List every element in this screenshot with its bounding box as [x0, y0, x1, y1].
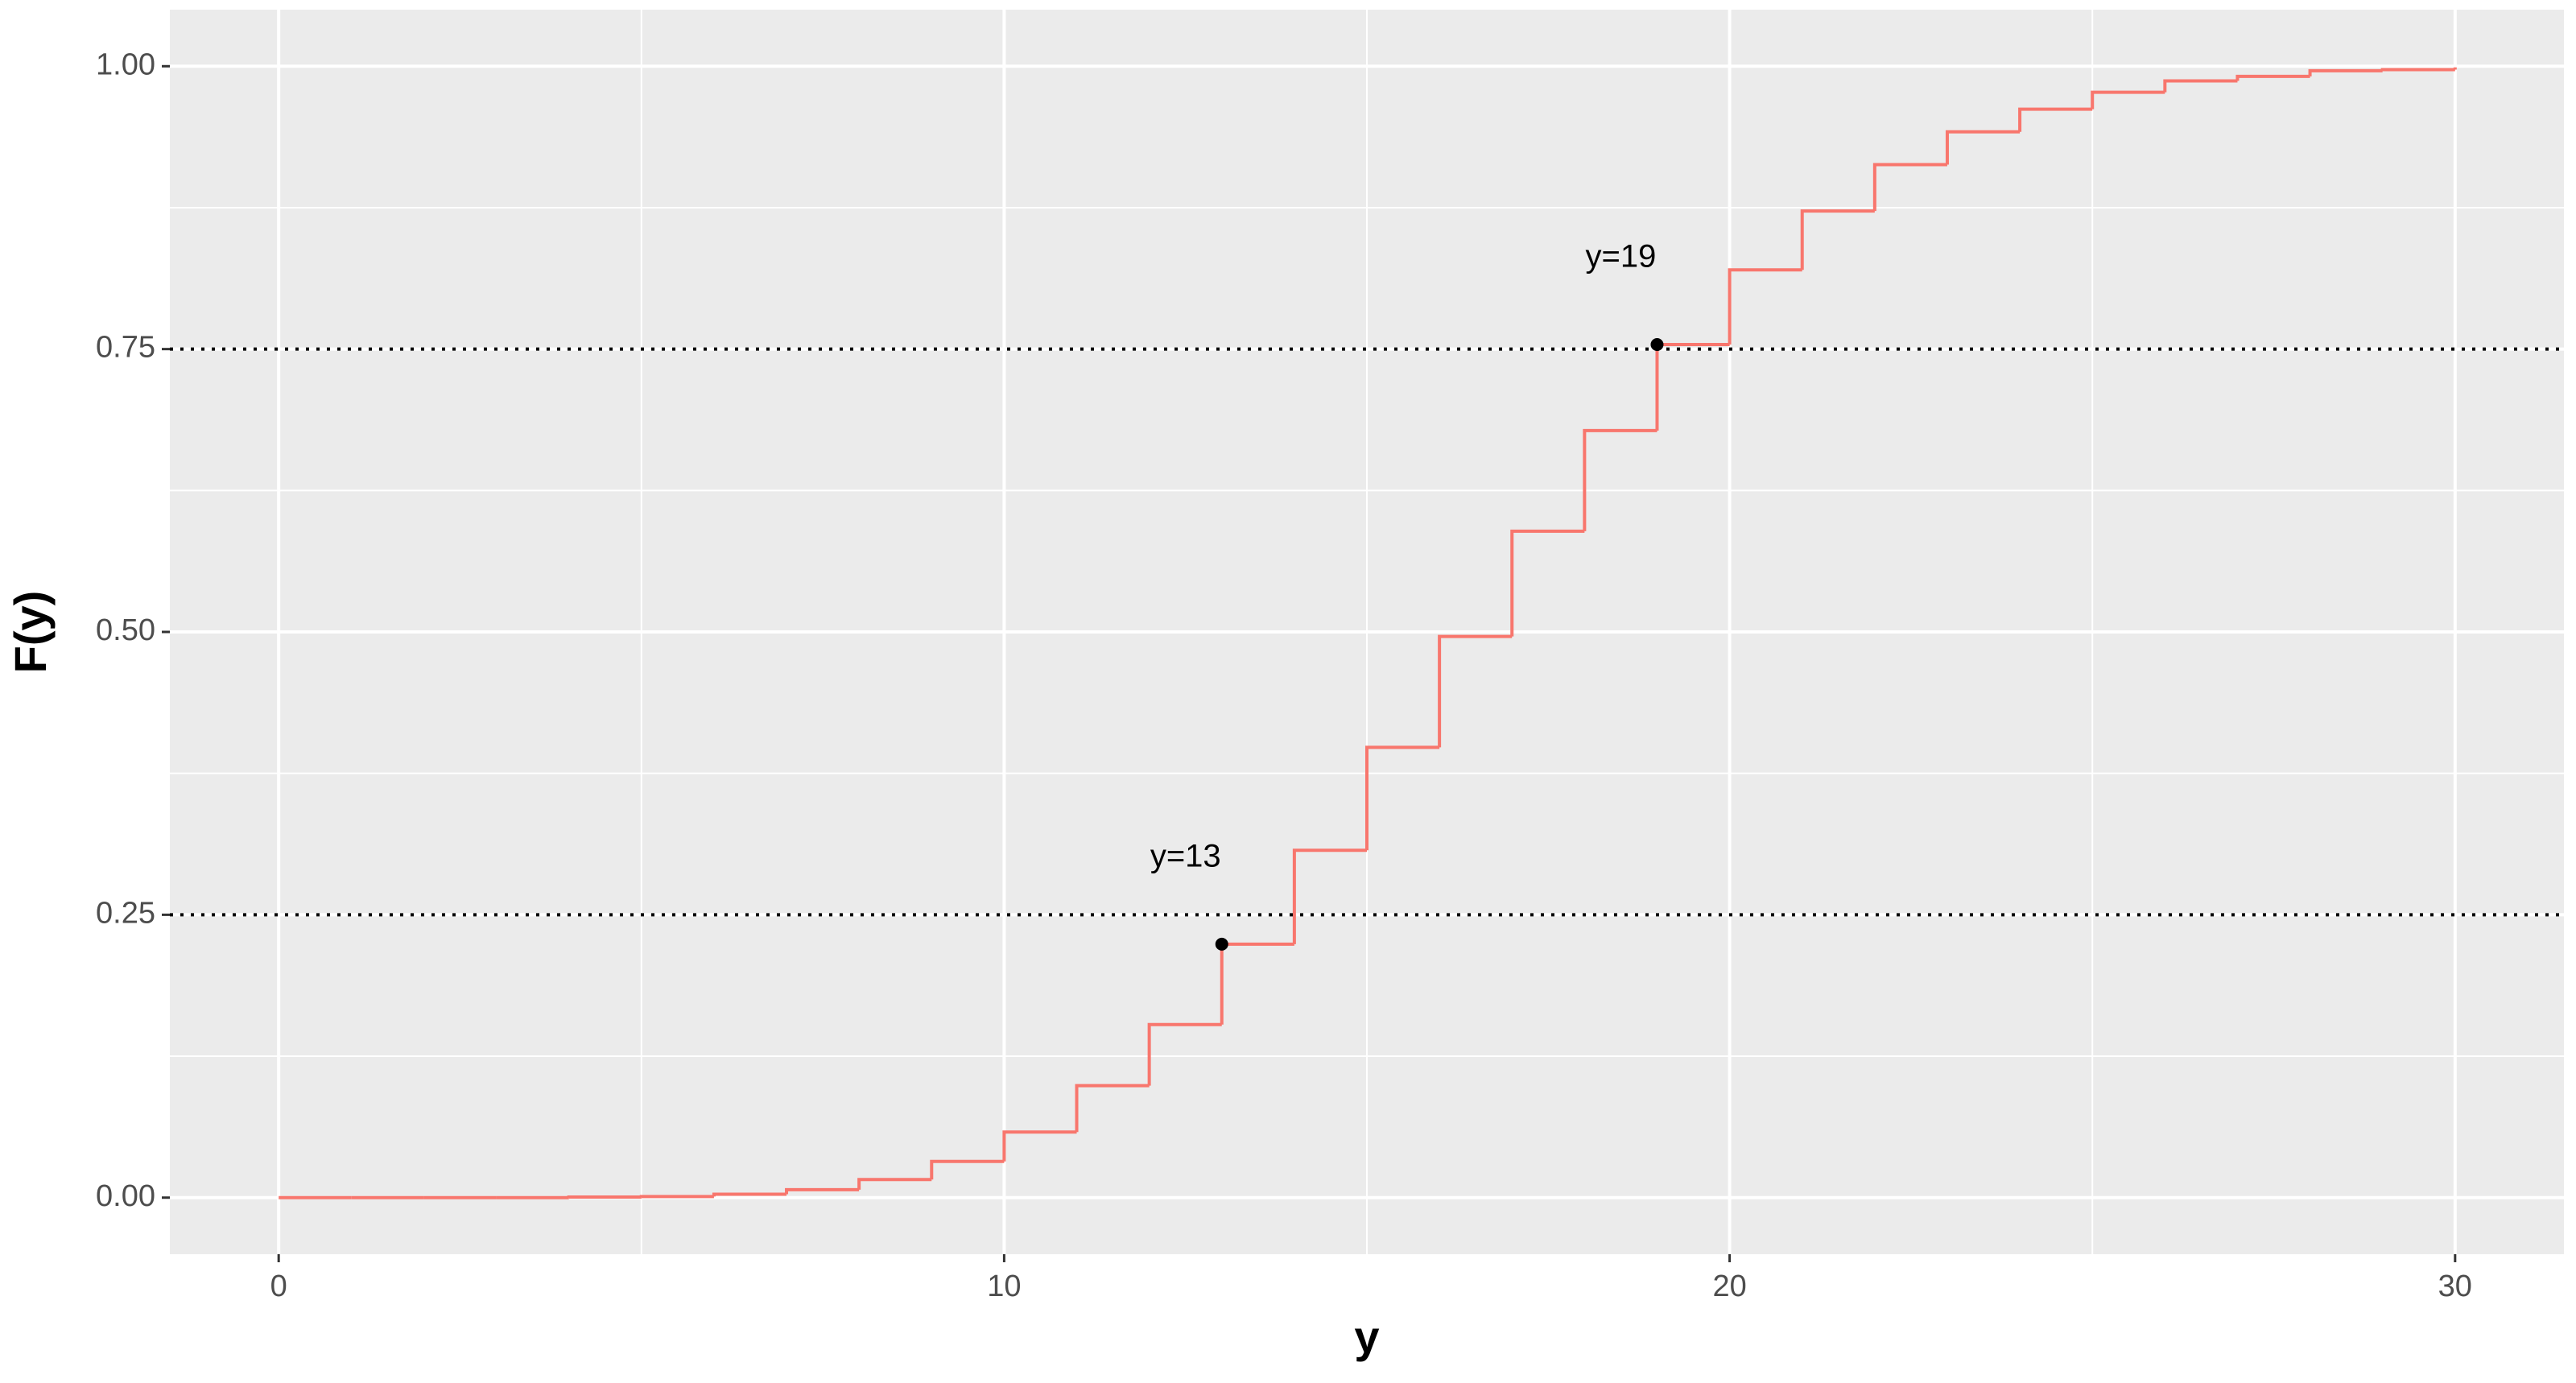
- step-segment: [2163, 79, 2238, 93]
- annotation-point: [1650, 338, 1664, 352]
- y-tick-label: 0.75: [96, 331, 155, 365]
- x-tick-label: 10: [987, 1269, 1021, 1303]
- step-segment: [639, 1195, 714, 1199]
- step-segment: [567, 1195, 642, 1199]
- y-tick-label: 0.25: [96, 896, 155, 930]
- y-axis-title: F(y): [5, 591, 56, 674]
- step-segment: [2235, 74, 2310, 81]
- x-tick-label: 20: [1712, 1269, 1746, 1303]
- step-segment: [712, 1192, 787, 1197]
- step-segment: [1147, 1022, 1222, 1086]
- step-segment: [930, 1159, 1005, 1180]
- step-segment: [2380, 68, 2455, 72]
- y-tick-label: 1.00: [96, 47, 155, 81]
- step-segment: [1945, 130, 2021, 165]
- step-segment: [2018, 107, 2093, 132]
- step-segment: [1583, 428, 1657, 531]
- y-tick-label: 0.00: [96, 1179, 155, 1213]
- step-segment: [1872, 163, 1947, 212]
- step-segment: [1510, 529, 1585, 637]
- step-segment: [857, 1178, 932, 1190]
- y-tick-label: 0.50: [96, 613, 155, 647]
- step-segment: [2091, 90, 2165, 109]
- x-axis-title: y: [1354, 1311, 1379, 1362]
- x-tick-label: 30: [2438, 1269, 2472, 1303]
- x-tick-label: 0: [270, 1269, 287, 1303]
- step-segment: [1728, 268, 1802, 345]
- step-segment: [1292, 848, 1367, 944]
- marks: y=13 y=19: [170, 67, 2564, 1199]
- annotation-label: y=19: [1586, 239, 1657, 275]
- step-segment: [1438, 634, 1513, 748]
- step-segment: [785, 1187, 860, 1195]
- step-segment: [2308, 68, 2383, 76]
- step-segment: [1365, 745, 1440, 851]
- step-segment: [1800, 209, 1875, 270]
- step-segment: [1002, 1130, 1077, 1162]
- annotation-label: y=13: [1150, 838, 1221, 873]
- annotation-point: [1215, 937, 1228, 951]
- step-segment: [1075, 1084, 1150, 1133]
